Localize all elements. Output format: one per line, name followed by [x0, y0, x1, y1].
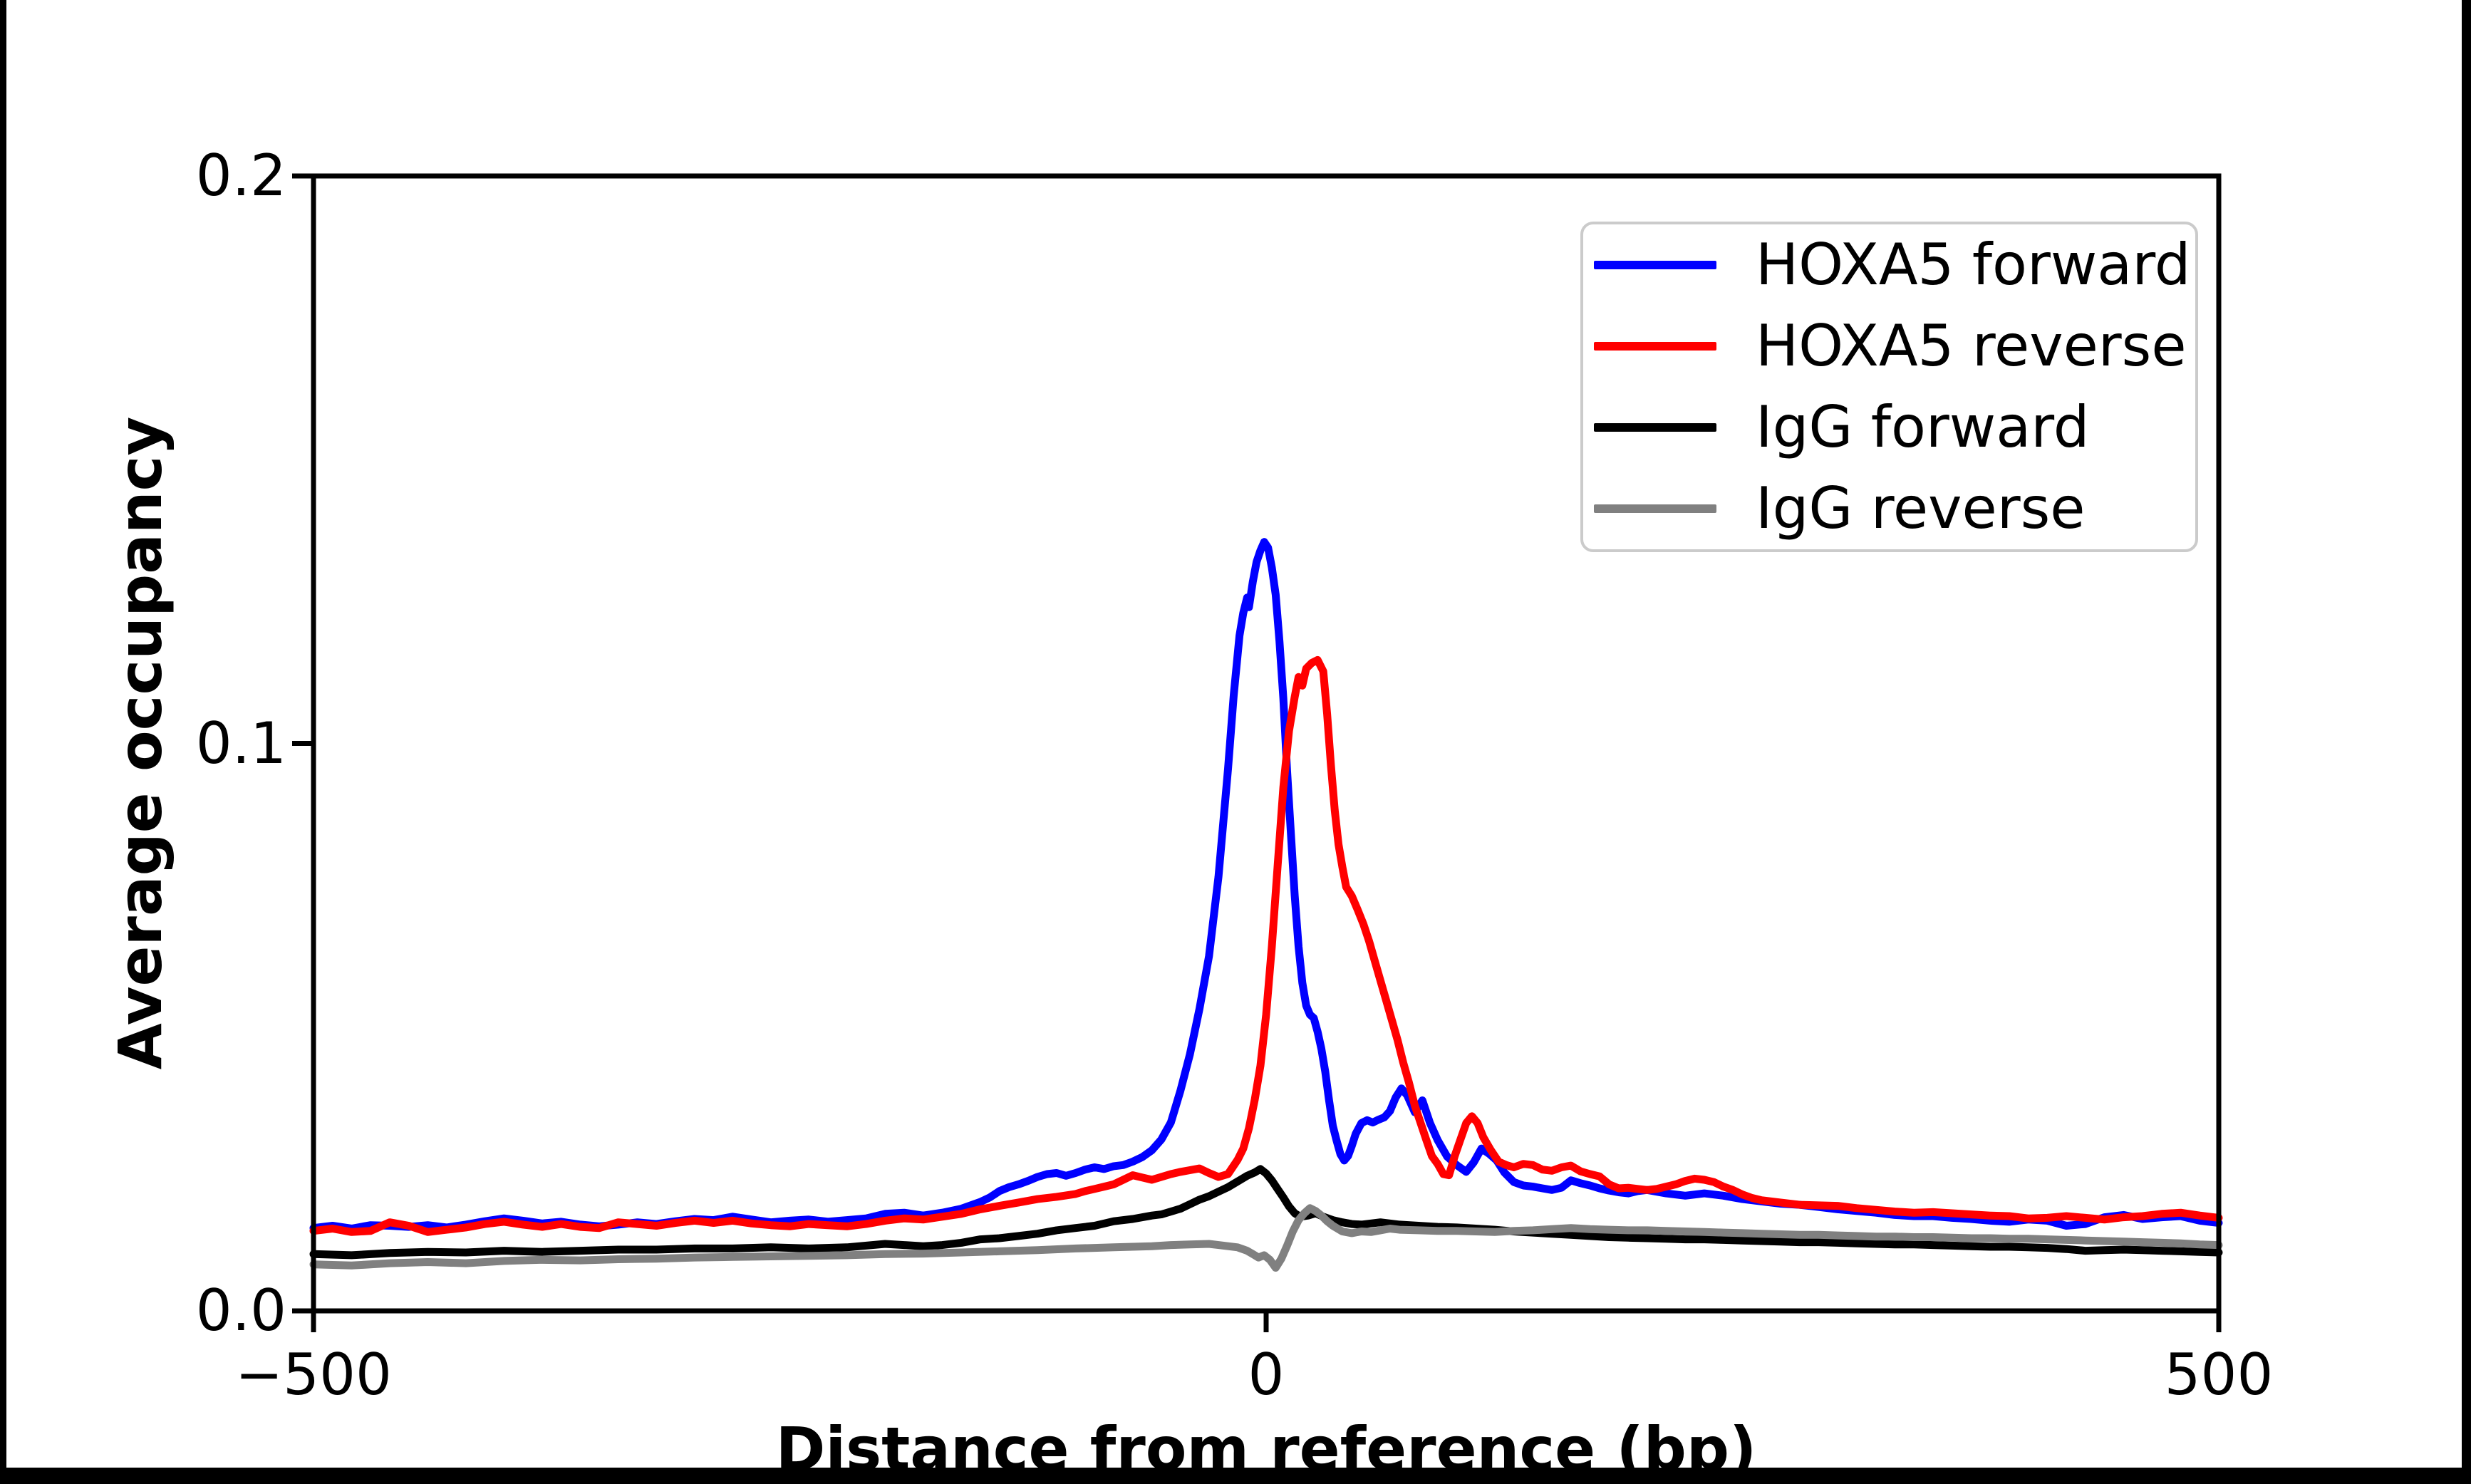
legend-line-swatch	[1594, 504, 1716, 513]
legend: HOXA5 forward HOXA5 reverse IgG forward IgG…	[1580, 222, 2198, 552]
series-line-hoxa5-reverse	[309, 655, 2223, 1236]
x-tick-label: 0	[1248, 1342, 1285, 1408]
y-tick-label: 0.1	[195, 710, 286, 777]
series-line-hoxa5-forward	[309, 538, 2223, 1233]
legend-line-swatch	[1594, 342, 1716, 351]
legend-item-label: IgG reverse	[1756, 475, 2086, 541]
y-tick-label: 0.2	[195, 142, 286, 209]
legend-line-swatch	[1594, 423, 1716, 432]
series-line-igg-reverse	[309, 1204, 2223, 1272]
legend-line-swatch	[1594, 261, 1716, 269]
legend-item-label: HOXA5 reverse	[1756, 313, 2187, 379]
legend-item-igg-forward: IgG forward	[1583, 387, 2195, 468]
legend-item-label: IgG forward	[1756, 394, 2090, 460]
y-axis-label: Average occupancy	[105, 416, 175, 1070]
y-tick-label: 0.0	[195, 1277, 286, 1344]
x-axis-label: Distance from reference (bp)	[775, 1414, 1757, 1484]
x-tick-label: 500	[2164, 1342, 2274, 1408]
legend-item-igg-reverse: IgG reverse	[1583, 468, 2195, 549]
legend-item-hoxa5-reverse: HOXA5 reverse	[1583, 306, 2195, 387]
legend-item-label: HOXA5 forward	[1756, 232, 2191, 298]
x-tick-label: −500	[235, 1342, 392, 1408]
legend-item-hoxa5-forward: HOXA5 forward	[1583, 224, 2195, 306]
axes-spines	[311, 173, 2222, 1314]
